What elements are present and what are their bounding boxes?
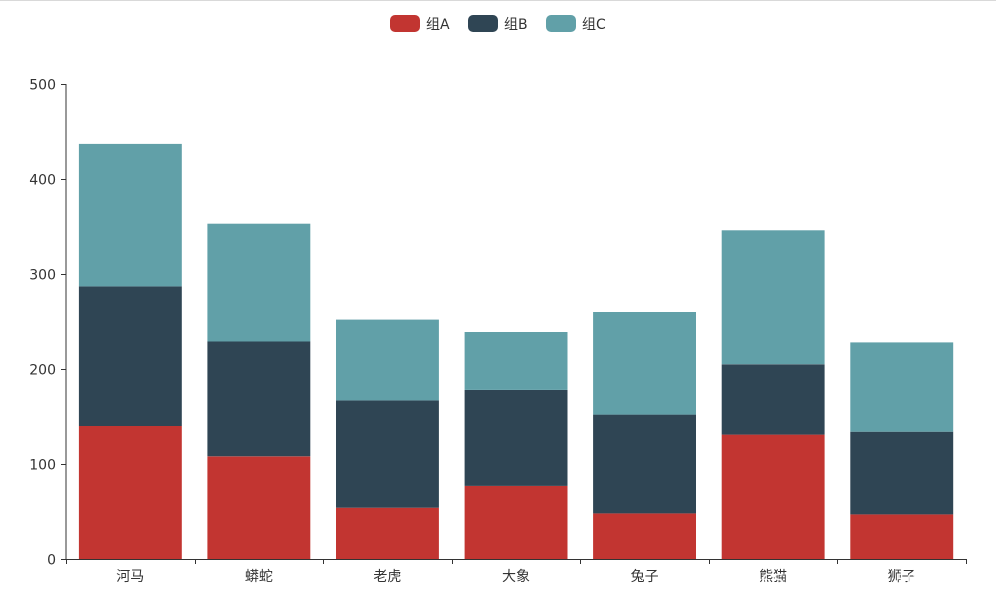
y-tick-label-0: 0 (47, 553, 56, 569)
bar-2-7[interactable] (850, 431, 954, 515)
y-tick-label-3: 300 (29, 268, 56, 284)
bar-2-5[interactable] (593, 414, 696, 514)
legend-label-3[interactable]: 组C (582, 17, 606, 33)
bar-3-2[interactable] (207, 223, 311, 342)
bar-1-6[interactable] (721, 434, 825, 559)
y-tick-label-4: 400 (29, 173, 56, 189)
bar-2-2[interactable] (207, 341, 311, 457)
y-tick-label-5: 500 (29, 78, 56, 94)
legend-swatch-3[interactable] (546, 15, 576, 32)
x-tick-label-3: 老虎 (373, 569, 401, 585)
bar-1-3[interactable] (336, 507, 439, 559)
bar-2-3[interactable] (336, 400, 439, 508)
bar-3-6[interactable] (721, 230, 825, 365)
bar-3-1[interactable] (78, 143, 182, 287)
bar-2-6[interactable] (721, 364, 825, 435)
bar-1-4[interactable] (464, 485, 568, 559)
bar-2-4[interactable] (464, 389, 568, 486)
legend-label-2[interactable]: 组B (504, 17, 528, 33)
bar-1-1[interactable] (78, 426, 182, 559)
bar-1-5[interactable] (593, 513, 696, 559)
x-tick-label-2: 蟒蛇 (245, 569, 273, 585)
legend-swatch-2[interactable] (468, 15, 498, 32)
legend-label-1[interactable]: 组A (426, 17, 450, 33)
watermark-text: CSDN @weixin_50209097 (761, 571, 982, 591)
x-tick-label-1: 河马 (116, 569, 144, 585)
bar-1-2[interactable] (207, 456, 311, 559)
x-tick-label-7: 狮子 (888, 569, 916, 585)
bar-1-7[interactable] (850, 514, 954, 559)
y-tick-label-1: 100 (29, 458, 56, 474)
x-tick-label-4: 大象 (502, 569, 530, 585)
bar-2-1[interactable] (78, 286, 182, 426)
x-tick-label-6: 熊猫 (759, 569, 787, 585)
bar-3-5[interactable] (593, 312, 696, 415)
y-tick-label-2: 200 (29, 363, 56, 379)
bar-3-7[interactable] (850, 342, 954, 432)
bar-3-3[interactable] (336, 319, 439, 401)
legend-swatch-1[interactable] (390, 15, 420, 32)
x-tick-label-5: 兔子 (631, 569, 659, 585)
bar-3-4[interactable] (464, 332, 568, 390)
